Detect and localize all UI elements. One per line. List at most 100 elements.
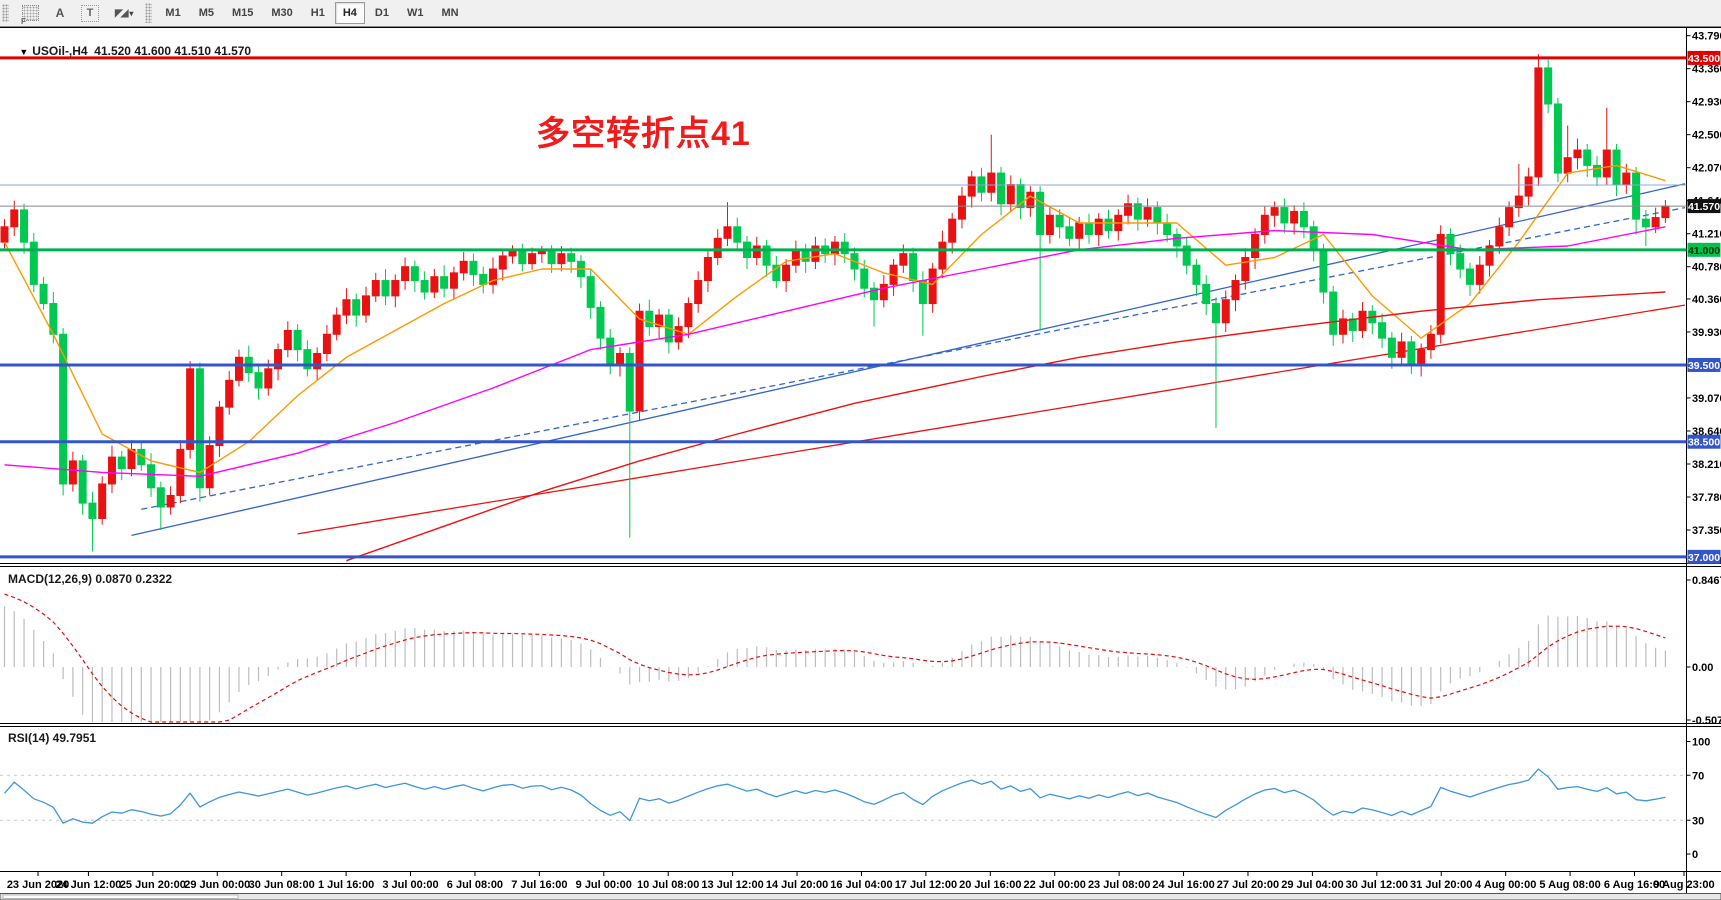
ohlc-values: 41.520 41.600 41.510 41.570 [94, 44, 252, 58]
candle [1055, 214, 1064, 228]
letter-a-icon: A [55, 6, 65, 20]
arrows-dropdown-button[interactable]: ◤◢ ▾ [108, 2, 140, 24]
chevron-down-icon[interactable]: ▼ [19, 47, 29, 57]
level-lines-layer [0, 56, 1687, 559]
candle [1612, 149, 1621, 186]
macd-axis-label: -0.5072 [1692, 715, 1721, 727]
candle [557, 253, 566, 265]
timeframe-button-m15[interactable]: M15 [231, 7, 254, 19]
candle [1505, 207, 1514, 228]
price-badge-label: 41.570 [1688, 201, 1720, 213]
candle [1133, 203, 1142, 220]
candle [1348, 318, 1357, 331]
price-badge-label: 38.500 [1688, 437, 1720, 449]
axis-label: 43.790 [1692, 31, 1721, 43]
timeframe-button-h1[interactable]: H1 [310, 7, 325, 19]
candle [322, 333, 331, 354]
arrows-icon: ◤◢ [115, 7, 128, 19]
candle [1632, 172, 1641, 220]
candle [1407, 341, 1416, 366]
candle [655, 314, 664, 328]
time-axis-label: 29 Jul 04:00 [1281, 879, 1343, 891]
candle [1593, 164, 1602, 178]
candle [1211, 303, 1220, 324]
candle [518, 250, 527, 265]
candle [186, 368, 195, 450]
toolbar-drag-handle[interactable] [2, 4, 9, 22]
chart-annotation-text[interactable]: 多空转折点41 [536, 115, 751, 153]
candle [20, 209, 29, 243]
toolbar: F A T ◤◢ ▾ M1 M5 M15 M30 H1 H4 D1 W1 MN [0, 0, 1721, 27]
candle [537, 250, 546, 255]
candle [68, 460, 77, 485]
candle [361, 295, 370, 316]
price-axis[interactable]: 43.79043.36042.93042.50042.07041.64041.2… [1686, 31, 1721, 861]
time-axis-label: 6 Jul 08:00 [447, 879, 503, 891]
candle [703, 257, 712, 282]
candle [772, 264, 781, 282]
axis-label: 39.930 [1692, 327, 1721, 339]
candle [498, 255, 507, 270]
time-axis-label: 22 Jul 00:00 [1024, 879, 1086, 891]
candle [254, 372, 263, 389]
axis-label: 39.070 [1692, 393, 1721, 405]
candle [957, 195, 966, 220]
candle [0, 226, 9, 243]
symbol-name: USOil-,H4 [32, 44, 88, 58]
candle [1358, 310, 1367, 331]
timeframe-button-d1[interactable]: D1 [374, 7, 389, 19]
candle [1661, 205, 1670, 219]
timeframe-button-w1[interactable]: W1 [406, 7, 424, 19]
candle [1534, 67, 1543, 178]
axis-label: 41.210 [1692, 229, 1721, 241]
time-axis-label: 7 Jul 16:00 [511, 879, 567, 891]
candle [176, 448, 185, 496]
chart-canvas[interactable]: 43.79043.36042.93042.50042.07041.64041.2… [0, 27, 1721, 900]
candle [1182, 245, 1191, 266]
candle [1583, 149, 1592, 166]
timeframe-button-m30[interactable]: M30 [271, 7, 293, 19]
arrow-text-button[interactable]: A [48, 2, 72, 24]
axis-label: 43.360 [1692, 64, 1721, 76]
candle [1075, 222, 1084, 239]
candle [1036, 191, 1045, 235]
candle [547, 250, 556, 265]
candle [567, 253, 576, 262]
candle [860, 268, 869, 289]
time-axis-label: 4 Aug 00:00 [1475, 879, 1536, 891]
candle [88, 502, 97, 519]
rsi-axis-label: 0 [1692, 849, 1698, 861]
candle [967, 176, 976, 197]
timeframe-button-mn[interactable]: MN [441, 7, 459, 19]
candle [1202, 283, 1211, 305]
candle [147, 464, 156, 489]
time-axis-label: 25 Jun 20:00 [120, 879, 186, 891]
candle [195, 368, 204, 489]
timeframe-button-h4[interactable]: H4 [334, 2, 365, 24]
candle [225, 379, 234, 408]
text-label-button[interactable]: T [74, 2, 106, 24]
time-axis-label: 1 Jul 16:00 [318, 879, 374, 891]
template-grid-icon[interactable]: F [15, 2, 46, 26]
indicator-panels-layer [0, 579, 1691, 855]
candle [508, 250, 517, 257]
candle [410, 266, 419, 282]
timeframe-button-m5[interactable]: M5 [198, 7, 214, 19]
candle [39, 283, 48, 305]
candle [10, 209, 19, 228]
timeframe-button-m1[interactable]: M1 [165, 7, 181, 19]
trendline[interactable] [141, 206, 1686, 510]
candle [274, 349, 283, 370]
candle [303, 349, 312, 370]
candle [997, 172, 1006, 205]
time-axis-label: 24 Jun 12:00 [55, 879, 121, 891]
candle [830, 241, 839, 255]
time-axis-label: 6 Aug 16:00 [1604, 879, 1665, 891]
price-badge [1687, 242, 1721, 257]
candle [1544, 67, 1553, 105]
candle [430, 276, 439, 293]
candle [1426, 333, 1435, 351]
candle [98, 483, 107, 519]
candle [606, 337, 615, 366]
